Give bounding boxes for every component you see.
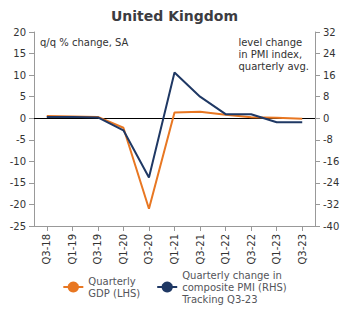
svg-text:quarterly avg.: quarterly avg. [238, 61, 309, 72]
svg-text:Q3-21: Q3-21 [195, 234, 206, 265]
svg-text:-5: -5 [16, 134, 26, 145]
svg-text:32: 32 [323, 27, 336, 38]
svg-text:Tracking Q3-23: Tracking Q3-23 [181, 294, 257, 305]
svg-text:10: 10 [13, 70, 26, 81]
svg-text:-20: -20 [10, 199, 26, 210]
svg-text:composite PMI (RHS): composite PMI (RHS) [182, 282, 287, 293]
svg-text:Quarterly: Quarterly [88, 276, 135, 287]
svg-text:q/q % change, SA: q/q % change, SA [40, 37, 129, 48]
svg-text:16: 16 [323, 70, 336, 81]
svg-text:-24: -24 [323, 177, 339, 188]
svg-text:Q3-23: Q3-23 [297, 234, 308, 265]
svg-text:Q1-23: Q1-23 [271, 234, 282, 265]
svg-text:Q1-20: Q1-20 [118, 234, 129, 265]
svg-text:-15: -15 [10, 177, 26, 188]
svg-text:-10: -10 [10, 156, 26, 167]
svg-text:United Kingdom: United Kingdom [111, 8, 238, 24]
svg-text:Q3-22: Q3-22 [246, 234, 257, 265]
svg-text:5: 5 [20, 91, 26, 102]
svg-text:24: 24 [323, 48, 336, 59]
svg-text:-16: -16 [323, 156, 339, 167]
svg-text:Q1-21: Q1-21 [169, 234, 180, 265]
svg-text:15: 15 [13, 48, 26, 59]
svg-text:level change: level change [238, 37, 302, 48]
svg-text:Q3-19: Q3-19 [92, 234, 103, 265]
svg-text:Q3-20: Q3-20 [143, 234, 154, 265]
svg-text:in PMI index,: in PMI index, [238, 49, 302, 60]
svg-text:20: 20 [13, 27, 26, 38]
svg-text:GDP (LHS): GDP (LHS) [88, 288, 140, 299]
svg-text:-40: -40 [323, 221, 339, 232]
svg-text:-32: -32 [323, 199, 339, 210]
svg-text:Q1-19: Q1-19 [67, 234, 78, 265]
svg-text:Q3-18: Q3-18 [41, 234, 52, 265]
svg-text:8: 8 [323, 91, 329, 102]
svg-text:-25: -25 [10, 221, 26, 232]
svg-text:-8: -8 [323, 134, 333, 145]
svg-text:0: 0 [20, 113, 26, 124]
svg-text:Quarterly change in: Quarterly change in [182, 270, 282, 281]
svg-text:Q1-22: Q1-22 [220, 234, 231, 265]
svg-text:0: 0 [323, 113, 329, 124]
